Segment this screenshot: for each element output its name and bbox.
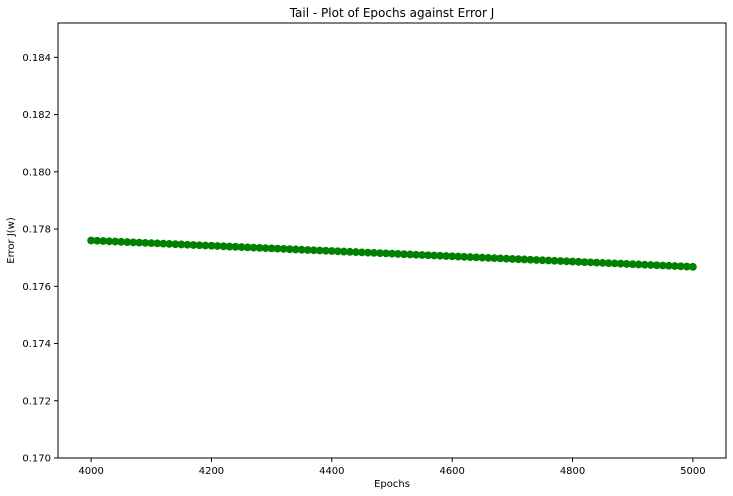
x-tick-label: 4800 <box>560 466 585 477</box>
y-tick-label: 0.178 <box>22 225 51 236</box>
y-tick-label: 0.174 <box>22 339 51 350</box>
y-axis-label: Error J(w) <box>6 217 17 264</box>
data-points <box>87 236 697 271</box>
y-tick-label: 0.184 <box>22 53 51 64</box>
x-tick-label: 5000 <box>680 466 705 477</box>
x-tick-label: 4000 <box>78 466 103 477</box>
data-point <box>689 262 697 271</box>
x-tick-label: 4400 <box>319 466 344 477</box>
y-tick-label: 0.182 <box>22 110 51 121</box>
x-tick-label: 4600 <box>439 466 464 477</box>
plot-area-frame <box>57 22 727 459</box>
y-tick-label: 0.170 <box>22 454 51 465</box>
chart-title: Tail - Plot of Epochs against Error J <box>289 6 495 20</box>
y-tick-label: 0.176 <box>22 282 51 293</box>
x-tick-label: 4200 <box>199 466 224 477</box>
axes: 4000 4200 4400 4600 4800 5000 0.170 0.172 0.174 0… <box>22 53 705 477</box>
y-tick-label: 0.172 <box>22 396 51 407</box>
y-tick-label: 0.180 <box>22 167 51 178</box>
x-axis-label: Epochs <box>374 479 410 490</box>
